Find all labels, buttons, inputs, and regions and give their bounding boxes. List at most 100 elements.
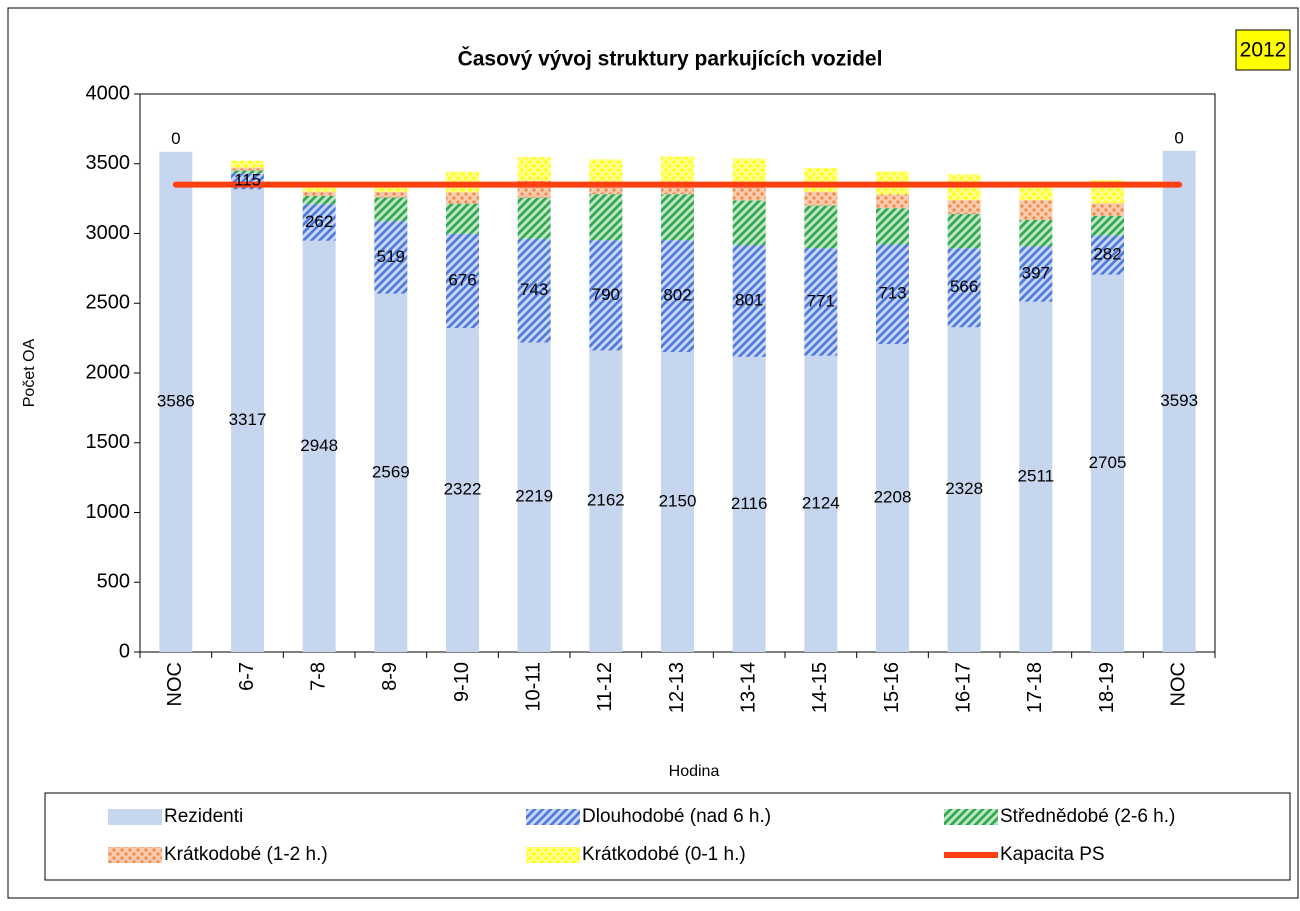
data-label: 2162 — [587, 491, 625, 510]
bar-segment — [661, 240, 694, 353]
data-label: 115 — [234, 171, 261, 190]
bar-segment — [876, 343, 909, 652]
bar-segment — [231, 189, 264, 652]
data-label: 397 — [1022, 264, 1050, 283]
legend-swatch — [108, 847, 162, 863]
data-label: 3593 — [1160, 391, 1198, 410]
bar-segment — [947, 214, 981, 249]
bar-segment — [302, 195, 336, 205]
bar-segment — [374, 221, 408, 294]
y-tick-label: 2000 — [86, 361, 131, 383]
x-tick-label: 16-17 — [952, 662, 974, 713]
data-label: 2328 — [945, 479, 983, 498]
bar-segment — [1091, 274, 1124, 652]
bar-segment — [804, 205, 838, 249]
data-label: 2116 — [731, 494, 768, 513]
data-label: 282 — [1093, 244, 1121, 263]
data-label: 802 — [663, 286, 691, 305]
bar-segment — [374, 191, 408, 198]
bar-segment — [446, 203, 479, 234]
annotation-box — [1235, 29, 1291, 71]
bar-segment — [661, 194, 694, 241]
bar-segment — [1019, 301, 1053, 652]
bar-segment — [732, 356, 766, 652]
data-label: 262 — [305, 212, 333, 231]
annotation: 2012 — [1240, 39, 1287, 62]
bar-segment — [947, 200, 981, 215]
x-axis-label: Hodina — [669, 763, 720, 780]
x-tick-label: 12-13 — [666, 662, 688, 713]
data-label: 3317 — [229, 410, 267, 429]
bar-segment — [517, 197, 551, 239]
legend-label: Kapacita PS — [1000, 844, 1105, 865]
data-label: 771 — [807, 291, 835, 310]
bar-segment — [1162, 150, 1196, 653]
data-label: 743 — [520, 280, 548, 299]
bar-segment — [302, 187, 336, 192]
chart-title: Časový vývoj struktury parkujících vozid… — [458, 47, 883, 71]
legend-label: Krátkodobé (1-2 h.) — [164, 844, 328, 865]
bar-segment — [302, 240, 336, 652]
bar-segment — [947, 248, 981, 328]
x-tick-label: 9-10 — [451, 662, 473, 702]
y-tick-label: 1000 — [86, 501, 131, 523]
x-tick-label: 14-15 — [809, 662, 831, 713]
bar-segment — [876, 244, 909, 344]
bar-segment — [302, 191, 336, 196]
bar-segment — [804, 248, 838, 356]
bar-segment — [1091, 203, 1124, 216]
x-tick-label: 10-11 — [522, 662, 544, 712]
bar-segment — [517, 238, 551, 343]
bar-segment — [732, 200, 766, 246]
data-label: 2124 — [802, 493, 840, 512]
x-tick-label: 15-16 — [881, 662, 903, 713]
bar-segment — [804, 191, 838, 206]
bar-segment — [876, 208, 909, 245]
data-label: 713 — [878, 284, 906, 303]
data-label: 676 — [448, 270, 476, 289]
x-tick-label: NOC — [1167, 662, 1189, 706]
legend-swatch — [526, 809, 580, 825]
bar-segment — [1091, 215, 1124, 236]
data-label: 566 — [950, 277, 978, 296]
legend-label: Rezidenti — [164, 806, 243, 827]
bar-segment — [1091, 235, 1124, 275]
legend-box — [44, 792, 1291, 881]
bar-segment — [374, 183, 408, 192]
bar-segment — [589, 194, 623, 241]
legend-swatch — [944, 809, 998, 825]
x-tick-label: 7-8 — [307, 662, 329, 691]
y-axis-label: Počet OA — [21, 338, 38, 407]
bar-segment — [446, 328, 479, 652]
data-label: 790 — [592, 285, 620, 304]
legend-label: Dlouhodobé (nad 6 h.) — [582, 806, 771, 827]
y-tick-label: 500 — [97, 571, 130, 593]
data-label: 2948 — [300, 436, 338, 455]
bar-segment — [804, 355, 838, 652]
bar-segment — [517, 157, 551, 181]
y-tick-label: 2500 — [86, 292, 131, 314]
x-tick-label: 11-12 — [594, 662, 616, 712]
legend-label: Střednědobé (2-6 h.) — [1000, 806, 1175, 827]
bar-segment — [1019, 246, 1053, 302]
bar-segment — [661, 156, 694, 182]
data-label: 2208 — [874, 487, 912, 506]
bar-segment — [374, 293, 408, 652]
bar-segment — [589, 350, 623, 652]
data-label: 2705 — [1089, 453, 1127, 472]
x-tick-label: 8-9 — [379, 662, 401, 691]
bar-segment — [947, 327, 981, 652]
data-label: 0 — [171, 129, 180, 148]
data-label: 2150 — [659, 492, 697, 511]
bar-segment — [159, 151, 193, 653]
y-tick-label: 4000 — [86, 82, 131, 104]
bar-segment — [1019, 219, 1053, 247]
x-tick-label: 17-18 — [1024, 662, 1046, 713]
x-tick-label: 6-7 — [236, 662, 258, 691]
bar-segment — [517, 342, 551, 652]
legend-label: Krátkodobé (0-1 h.) — [582, 844, 746, 865]
bar-segment — [732, 245, 766, 357]
bar-segment — [231, 167, 264, 171]
bar-segment — [1019, 200, 1053, 220]
